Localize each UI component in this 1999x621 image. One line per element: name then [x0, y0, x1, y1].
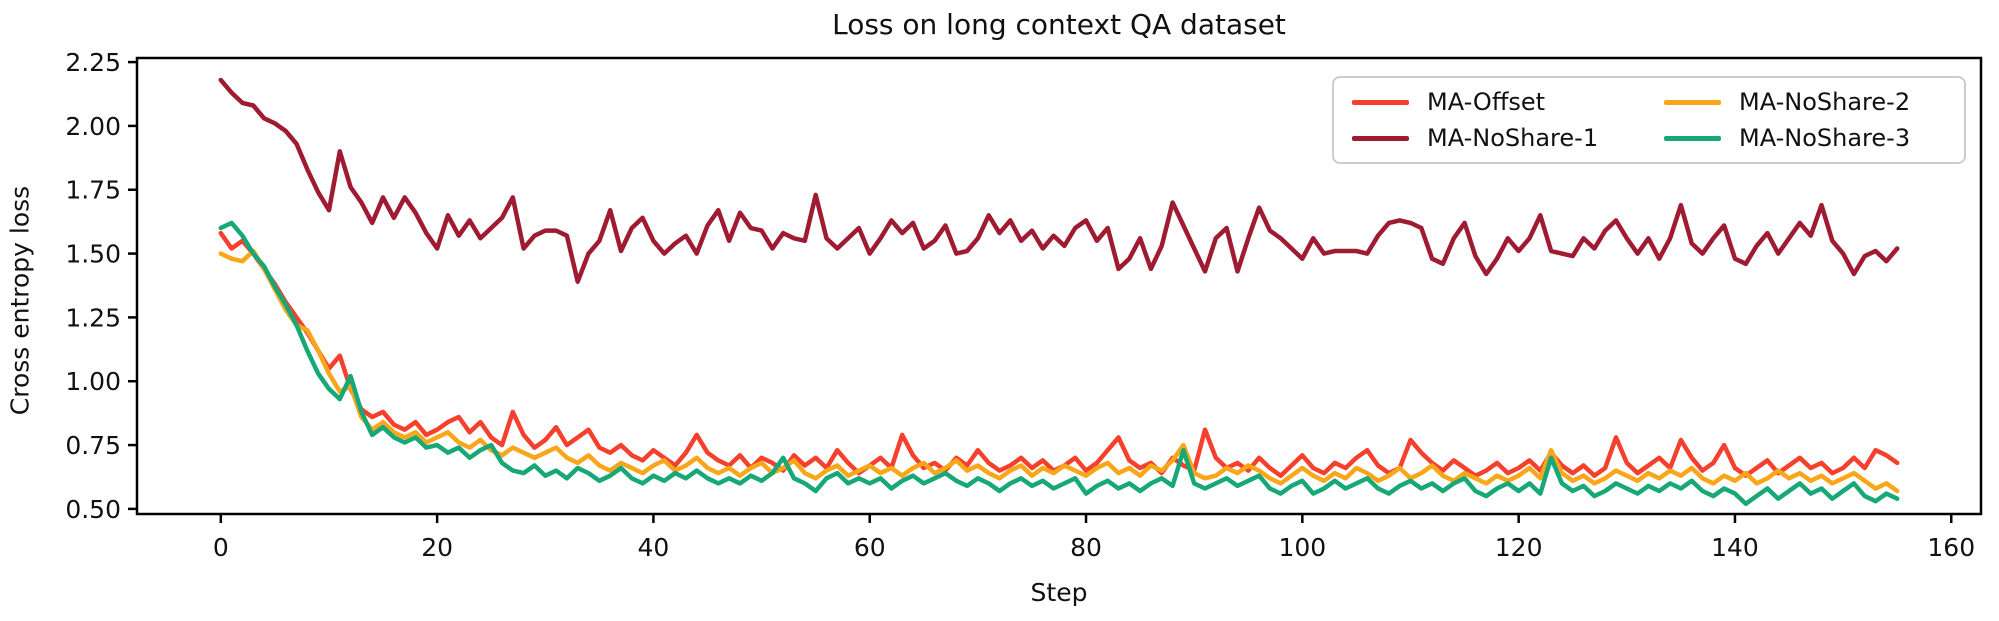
- legend-label: MA-NoShare-1: [1427, 124, 1599, 152]
- line-ma-noshare-1: [218, 77, 1900, 284]
- legend-label: MA-NoShare-2: [1739, 88, 1911, 116]
- legend-item: MA-NoShare-3: [1664, 120, 1946, 156]
- y-tick-label: 2.25: [65, 48, 121, 77]
- x-tick-label: 140: [1711, 533, 1759, 562]
- x-tick-label: 80: [1070, 533, 1102, 562]
- y-tick-label: 2.00: [65, 112, 121, 141]
- x-tick-label: 160: [1927, 533, 1975, 562]
- legend-swatch-ma-noshare-3: [1664, 135, 1721, 141]
- plot-frame: [135, 56, 1983, 516]
- line-ma-offset: [218, 230, 1900, 478]
- x-tick-label: 40: [638, 533, 670, 562]
- x-tick-label: 60: [854, 533, 886, 562]
- legend-swatch-ma-noshare-1: [1352, 135, 1409, 141]
- x-tick-label: 120: [1495, 533, 1543, 562]
- legend-item: MA-Offset: [1352, 84, 1634, 120]
- y-tick-label: 1.75: [65, 176, 121, 205]
- line-ma-noshare-2: [218, 248, 1900, 494]
- chart-title: Loss on long context QA dataset: [832, 8, 1286, 41]
- legend: MA-Offset MA-NoShare-1 MA-NoShare-2 MA-N…: [1332, 76, 1966, 164]
- x-tick-label: 0: [213, 533, 229, 562]
- legend-label: MA-NoShare-3: [1739, 124, 1911, 152]
- y-tick-label: 0.50: [65, 495, 121, 524]
- y-tick-label: 0.75: [65, 431, 121, 460]
- x-tick-label: 20: [421, 533, 453, 562]
- x-axis-label: Step: [1030, 578, 1088, 607]
- x-tick-label: 100: [1278, 533, 1326, 562]
- legend-item: MA-NoShare-2: [1664, 84, 1946, 120]
- legend-label: MA-Offset: [1427, 88, 1546, 116]
- y-tick-label: 1.25: [65, 303, 121, 332]
- legend-item: MA-NoShare-1: [1352, 120, 1634, 156]
- y-tick-label: 1.50: [65, 240, 121, 269]
- line-ma-noshare-3: [218, 220, 1900, 507]
- y-tick-label: 1.00: [65, 367, 121, 396]
- legend-swatch-ma-noshare-2: [1664, 99, 1721, 105]
- legend-swatch-ma-offset: [1352, 99, 1409, 105]
